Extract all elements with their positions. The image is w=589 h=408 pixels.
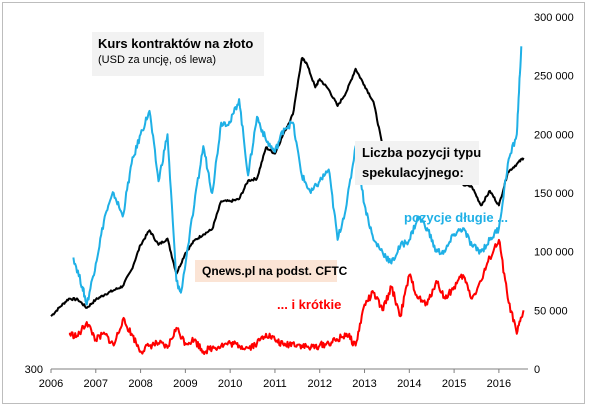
long-positions-label: pozycje długie ...: [404, 210, 509, 225]
plot-area: 2006 2007 2008 2009 2010 2011 2012 2013 2014 2015…: [25, 12, 574, 390]
y-left-ticks: 300: [25, 364, 43, 376]
y-right-tick-label: 100 000: [534, 247, 574, 259]
y-right-tick-label: 150 000: [534, 188, 574, 200]
title-box: Kurs kontraktów na złoto (USD za uncję, …: [92, 32, 264, 76]
y-right-tick-label: 250 000: [534, 71, 574, 83]
x-tick-label: 2011: [263, 378, 287, 390]
chart-frame: 2006 2007 2008 2009 2010 2011 2012 2013 2014 2015…: [2, 2, 585, 404]
y-left-tick-label: 300: [25, 364, 43, 376]
positions-title-line2: spekulacyjnego:: [362, 165, 464, 180]
chart-title: Kurs kontraktów na złoto: [98, 36, 254, 51]
y-right-tick-label: 300 000: [534, 12, 574, 24]
x-tick-label: 2012: [307, 378, 331, 390]
chart-canvas: 2006 2007 2008 2009 2010 2011 2012 2013 2014 2015…: [25, 12, 574, 390]
x-tick-label: 2010: [218, 378, 242, 390]
positions-box: Liczba pozycji typu spekulacyjnego:: [355, 141, 482, 185]
x-axis-ticks: 2006 2007 2008 2009 2010 2011 2012 2013 2014 2015…: [39, 369, 511, 390]
x-tick-label: 2014: [397, 378, 421, 390]
x-tick-label: 2008: [128, 378, 152, 390]
long-positions-line: [72, 46, 523, 306]
y-right-tick-label: 50 000: [534, 305, 568, 317]
positions-title-line1: Liczba pozycji typu: [362, 145, 482, 160]
source-box: Qnews.pl na podst. CFTC: [195, 260, 347, 282]
x-tick-label: 2006: [39, 378, 63, 390]
y-right-tick-label: 200 000: [534, 129, 574, 141]
x-tick-label: 2015: [442, 378, 466, 390]
x-tick-label: 2013: [352, 378, 376, 390]
y-right-tick-label: 0: [534, 364, 540, 376]
x-tick-label: 2009: [173, 378, 197, 390]
short-positions-line: [68, 238, 525, 355]
x-tick-label: 2016: [487, 378, 511, 390]
x-tick-label: 2007: [84, 378, 108, 390]
chart-subtitle: (USD za uncję, oś lewa): [98, 54, 216, 66]
short-positions-label: ... i krótkie: [277, 297, 342, 312]
source-label: Qnews.pl na podst. CFTC: [202, 264, 348, 278]
y-right-ticks: 0 50 000 100 000 150 000 200 000 250 000 300 0…: [534, 12, 574, 376]
